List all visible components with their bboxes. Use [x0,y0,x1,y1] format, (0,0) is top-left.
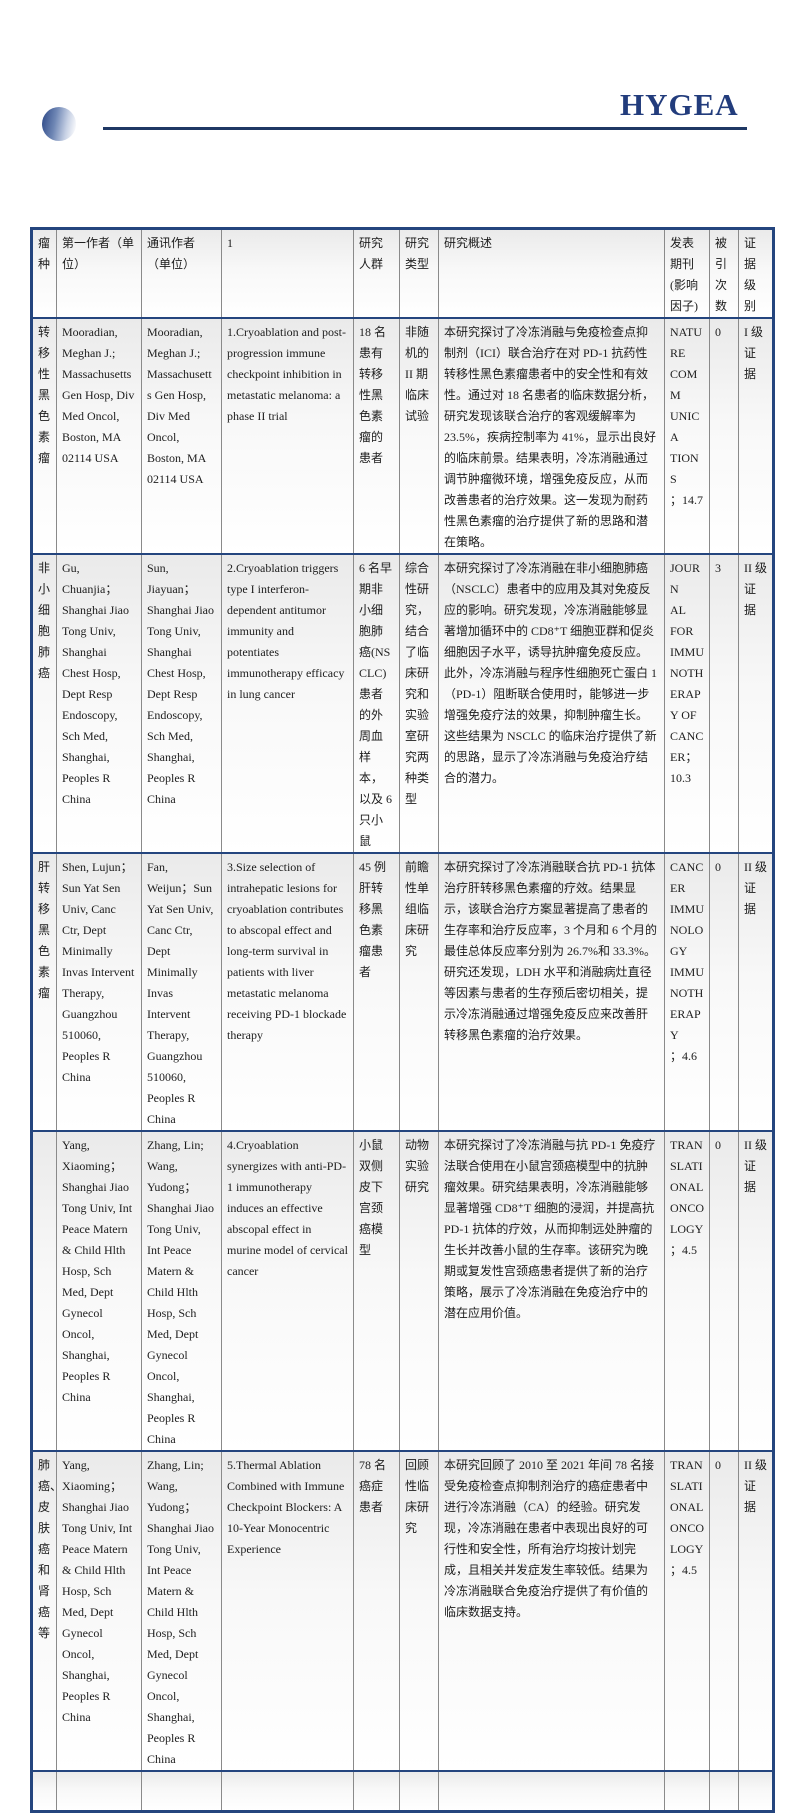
cell-population: 小鼠双侧皮下宫颈癌模型 [353,1130,400,1452]
cell-title: 1.Cryoablation and post-progression immu… [221,317,354,555]
col-header-evidence: 证据级别 [738,227,774,319]
cell-tumor-type [31,1130,57,1452]
cell-population: 78 名癌症患者 [353,1450,400,1772]
cell-study-type: 综合性研究，结合了临床研究和实验室研究两种类型 [399,553,439,854]
table-row-partial [31,1770,774,1812]
col-header-study-type: 研究类型 [399,227,439,319]
cell-corresponding-author: Zhang, Lin; Wang, Yudong；Shanghai Jiao T… [141,1130,222,1452]
cell-tumor-type: 非小细胞肺癌 [31,553,57,854]
col-header-population: 研究人群 [353,227,400,319]
col-header-journal: 发表期刊(影响因子) [664,227,710,319]
col-header-title: 1 [221,227,354,319]
cell-study-type: 前瞻性单组临床研究 [399,852,439,1132]
cell-evidence: I 级证据 [738,317,774,555]
cell-citations: 0 [709,317,739,555]
cell-summary: 本研究探讨了冷冻消融在非小细胞肺癌（NSCLC）患者中的应用及其对免疫反应的影响… [438,553,665,854]
table-row: 肺癌、皮肤癌和肾癌等 Yang, Xiaoming；Shanghai Jiao … [31,1450,774,1772]
cell-journal: TRAN SLATI ONAL ONCO LOGY ；4.5 [664,1450,710,1772]
cell-corresponding-author: Fan, Weijun；Sun Yat Sen Univ, Canc Ctr, … [141,852,222,1132]
cell-study-type: 非随机的 II 期临床试验 [399,317,439,555]
table-row: Yang, Xiaoming；Shanghai Jiao Tong Univ, … [31,1130,774,1452]
cell-journal: TRAN SLATI ONAL ONCO LOGY ；4.5 [664,1130,710,1452]
cell-tumor-type: 转移性黑色素瘤 [31,317,57,555]
cell-population: 6 名早期非小细胞肺癌(NSCLC)患者的外周血样本，以及 6 只小鼠 [353,553,400,854]
cell-title: 4.Cryoablation synergizes with anti-PD-1… [221,1130,354,1452]
cell-summary: 本研究回顾了 2010 至 2021 年间 78 名接受免疫检查点抑制剂治疗的癌… [438,1450,665,1772]
cell-empty [738,1770,774,1812]
cell-study-type: 回顾性临床研究 [399,1450,439,1772]
cell-first-author: Shen, Lujun；Sun Yat Sen Univ, Canc Ctr, … [56,852,142,1132]
studies-table: 瘤种 第一作者（单位） 通讯作者（单位） 1 研究人群 研究类型 研究概述 发表… [30,227,775,1813]
cell-evidence: II 级证据 [738,553,774,854]
table-row: 肝转移黑色素瘤 Shen, Lujun；Sun Yat Sen Univ, Ca… [31,852,774,1132]
cell-evidence: II 级证据 [738,852,774,1132]
col-header-tumor-type: 瘤种 [31,227,57,319]
col-header-summary: 研究概述 [438,227,665,319]
cell-first-author: Mooradian, Meghan J.; Massachusetts Gen … [56,317,142,555]
cell-empty [31,1770,57,1812]
cell-first-author: Yang, Xiaoming；Shanghai Jiao Tong Univ, … [56,1450,142,1772]
cell-tumor-type: 肝转移黑色素瘤 [31,852,57,1132]
col-header-corresponding-author: 通讯作者（单位） [141,227,222,319]
cell-first-author: Gu, Chuanjia；Shanghai Jiao Tong Univ, Sh… [56,553,142,854]
table-row: 非小细胞肺癌 Gu, Chuanjia；Shanghai Jiao Tong U… [31,553,774,854]
cell-empty [709,1770,739,1812]
table-row: 转移性黑色素瘤 Mooradian, Meghan J.; Massachuse… [31,317,774,555]
cell-evidence: II 级证据 [738,1130,774,1452]
cell-corresponding-author: Zhang, Lin; Wang, Yudong；Shanghai Jiao T… [141,1450,222,1772]
cell-population: 45 例肝转移黑色素瘤患者 [353,852,400,1132]
table-header-row: 瘤种 第一作者（单位） 通讯作者（单位） 1 研究人群 研究类型 研究概述 发表… [31,227,774,319]
cell-citations: 0 [709,852,739,1132]
cell-summary: 本研究探讨了冷冻消融与抗 PD-1 免疫疗法联合使用在小鼠宫颈癌模型中的抗肿瘤效… [438,1130,665,1452]
cell-title: 3.Size selection of intrahepatic lesions… [221,852,354,1132]
cell-empty [221,1770,354,1812]
cell-empty [664,1770,710,1812]
cell-first-author: Yang, Xiaoming；Shanghai Jiao Tong Univ, … [56,1130,142,1452]
cell-empty [438,1770,665,1812]
cell-journal: CANC ER IMMU NOLO GY IMMU NOTH ERAP Y ；4… [664,852,710,1132]
cell-citations: 0 [709,1130,739,1452]
col-header-first-author: 第一作者（单位） [56,227,142,319]
cell-empty [399,1770,439,1812]
logo-sphere-icon [42,107,76,141]
cell-corresponding-author: Sun, Jiayuan；Shanghai Jiao Tong Univ, Sh… [141,553,222,854]
cell-journal: JOURN AL FOR IMMU NOTH ERAP Y OF CANC ER… [664,553,710,854]
cell-population: 18 名患有转移性黑色素瘤的患者 [353,317,400,555]
cell-empty [353,1770,400,1812]
cell-evidence: II 级证据 [738,1450,774,1772]
cell-corresponding-author: Mooradian, Meghan J.; Massachusetts Gen … [141,317,222,555]
cell-citations: 0 [709,1450,739,1772]
cell-title: 2.Cryoablation triggers type I interfero… [221,553,354,854]
cell-tumor-type: 肺癌、皮肤癌和肾癌等 [31,1450,57,1772]
cell-title: 5.Thermal Ablation Combined with Immune … [221,1450,354,1772]
cell-summary: 本研究探讨了冷冻消融联合抗 PD-1 抗体治疗肝转移黑色素瘤的疗效。结果显示，该… [438,852,665,1132]
cell-summary: 本研究探讨了冷冻消融与免疫检查点抑制剂（ICI）联合治疗在对 PD-1 抗药性转… [438,317,665,555]
header-rule [103,127,747,130]
cell-study-type: 动物实验研究 [399,1130,439,1452]
brand-hygea: HYGEA [620,87,739,122]
cell-journal: NATU RE COMM UNICA TIONS ；14.7 [664,317,710,555]
cell-empty [56,1770,142,1812]
cell-empty [141,1770,222,1812]
col-header-citations: 被引次数 [709,227,739,319]
cell-citations: 3 [709,553,739,854]
